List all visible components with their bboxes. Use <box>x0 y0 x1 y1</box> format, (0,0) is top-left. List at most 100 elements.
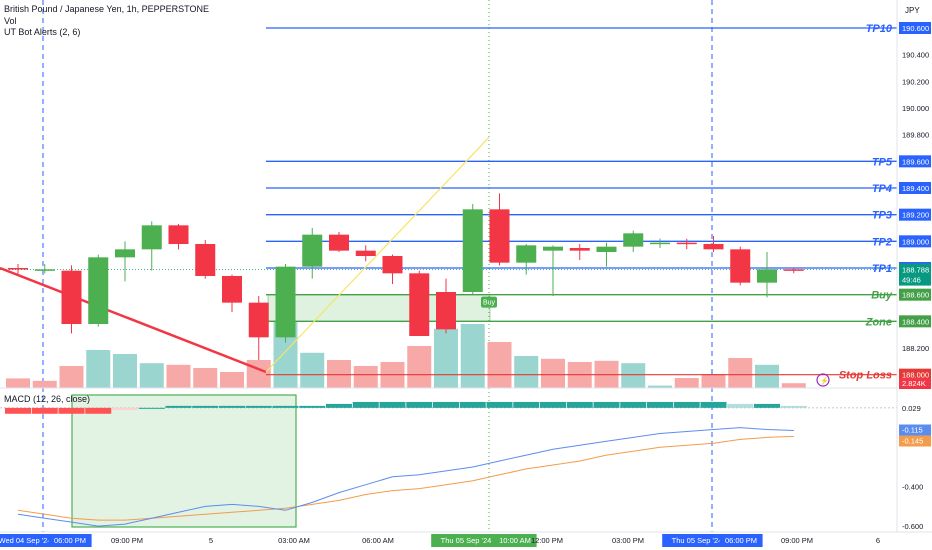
candle-body[interactable] <box>730 249 751 283</box>
level-price-label: 189.400 <box>902 184 929 193</box>
currency-label[interactable]: JPY <box>905 6 920 15</box>
level-label: TP4 <box>872 183 892 195</box>
volume-bar <box>220 372 244 388</box>
volume-bar <box>728 358 753 388</box>
candle-body[interactable] <box>757 269 777 283</box>
macd-histogram-bar <box>352 401 379 408</box>
volume-bar <box>407 346 432 388</box>
level-label: Buy <box>871 290 893 302</box>
candle-body[interactable] <box>168 225 189 244</box>
level-price-tag <box>899 208 931 221</box>
level-price-tag <box>899 235 931 248</box>
candle-body[interactable] <box>355 250 376 256</box>
macd-histogram-bar <box>165 405 192 408</box>
macd-line <box>17 427 794 527</box>
candle-body[interactable] <box>61 270 82 324</box>
candle-body[interactable] <box>543 246 563 251</box>
candle-body[interactable] <box>516 245 537 263</box>
level-label: Stop Loss <box>839 370 892 382</box>
symbol-title[interactable]: British Pound / Japanese Yen, 1h, PEPPER… <box>4 4 209 14</box>
macd-histogram-bar <box>272 405 299 408</box>
candle-body[interactable] <box>703 244 724 250</box>
macd-tick-label: -0.400 <box>902 483 923 492</box>
macd-histogram-bar <box>5 407 31 414</box>
bar-countdown: 49:46 <box>902 276 921 285</box>
macd-histogram-bar <box>219 405 245 408</box>
price-tick-label: 190.400 <box>902 51 929 60</box>
time-tick-label: 6 <box>876 536 880 545</box>
macd-histogram-bar <box>566 401 593 408</box>
candle-body[interactable] <box>141 225 162 250</box>
level-price-tag <box>899 155 931 168</box>
candle-body[interactable] <box>195 244 216 276</box>
price-tick-label: 190.000 <box>902 104 929 113</box>
macd-histogram-bar <box>593 401 620 408</box>
signal-value-label: -0.145 <box>902 437 923 446</box>
macd-pane <box>0 401 897 527</box>
buy-signal-badge[interactable] <box>481 296 497 308</box>
volume-bar <box>32 380 57 388</box>
macd-histogram-bar <box>459 401 486 408</box>
macd-histogram-bar <box>85 407 112 414</box>
candle-body[interactable] <box>8 268 28 270</box>
level-price-label: 188.400 <box>902 317 929 326</box>
lightning-icon[interactable] <box>816 373 830 387</box>
level-label: TP1 <box>872 263 892 275</box>
volume-bar <box>6 378 30 388</box>
time-tick-label: 06:00 PM <box>54 536 86 545</box>
macd-histogram-bar <box>673 401 700 408</box>
macd-histogram-bar <box>406 401 433 408</box>
candle-body[interactable] <box>569 248 590 251</box>
macd-histogram-bar <box>58 407 85 414</box>
candle-body[interactable] <box>783 269 804 271</box>
price-tick-label: 189.800 <box>902 131 929 140</box>
volume-bar <box>514 356 539 388</box>
candle-body[interactable] <box>676 242 697 245</box>
macd-value-tag <box>899 424 931 436</box>
candle-body[interactable] <box>462 209 483 292</box>
candle-body[interactable] <box>650 242 670 245</box>
candle-body[interactable] <box>623 233 644 247</box>
volume-bar <box>246 360 271 388</box>
level-price-label: 188.000 <box>902 371 929 380</box>
candle-body[interactable] <box>489 209 510 263</box>
level-label: Zone <box>865 316 892 328</box>
candle-body[interactable] <box>436 292 456 330</box>
buy-signal-text: Buy <box>483 300 496 307</box>
volume-bar <box>300 352 325 388</box>
level-price-label: 189.000 <box>902 237 929 246</box>
macd-highlight-box <box>71 394 297 528</box>
candle-body[interactable] <box>88 257 109 324</box>
macd-histogram-bar <box>379 401 406 408</box>
volume-bar <box>674 378 699 388</box>
time-tick-label: 03:00 PM <box>612 536 644 545</box>
candle-body[interactable] <box>302 234 323 267</box>
candle-body[interactable] <box>596 246 617 252</box>
candle-body[interactable] <box>34 269 55 271</box>
current-price-tag <box>899 263 931 286</box>
macd-signal-line <box>17 435 794 521</box>
candle-body[interactable] <box>275 266 296 338</box>
time-tick-label: Thu 05 Sep '24 <box>672 536 723 545</box>
volume-bar <box>166 364 191 388</box>
candle-body[interactable] <box>222 276 242 303</box>
level-label: TP3 <box>872 210 892 222</box>
volume-bar <box>460 324 485 388</box>
volume-indicator-label[interactable]: Vol <box>4 16 17 26</box>
candle-body[interactable] <box>382 256 403 274</box>
candle-body[interactable] <box>248 302 269 338</box>
candle-body[interactable] <box>409 273 430 336</box>
macd-value-label: -0.115 <box>902 426 923 435</box>
candle-body[interactable] <box>115 249 135 258</box>
time-tick-label: 12:00 PM <box>531 536 563 545</box>
price-tick-label: 190.200 <box>902 77 929 86</box>
volume-bar <box>781 383 806 388</box>
macd-indicator-label[interactable]: MACD (12, 26, close) <box>4 394 91 404</box>
candle-body[interactable] <box>329 234 349 251</box>
volume-bar <box>139 363 164 388</box>
macd-histogram-bar <box>486 401 513 408</box>
ut-bot-indicator-label[interactable]: UT Bot Alerts (2, 6) <box>4 27 81 37</box>
macd-histogram-bar <box>513 401 540 408</box>
time-tick-label: 06:00 PM <box>725 536 757 545</box>
